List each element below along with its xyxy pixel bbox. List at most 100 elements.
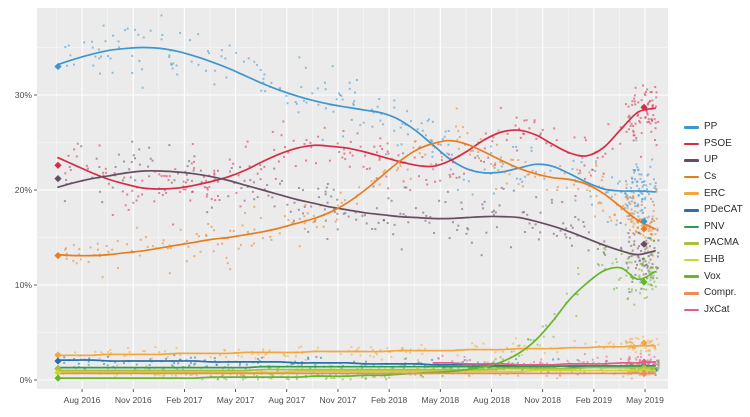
poll-point: [263, 188, 266, 191]
poll-point: [407, 133, 409, 136]
poll-point: [639, 232, 642, 235]
poll-point: [400, 248, 403, 251]
poll-point: [500, 160, 503, 163]
poll-point: [375, 207, 378, 210]
poll-point: [632, 225, 635, 228]
poll-point: [114, 166, 117, 168]
poll-point: [158, 374, 161, 377]
poll-point: [305, 159, 308, 162]
poll-point: [107, 250, 110, 253]
poll-point: [625, 342, 628, 344]
poll-point: [639, 349, 642, 352]
poll-point: [653, 220, 656, 222]
poll-point: [637, 215, 640, 218]
poll-point: [100, 55, 102, 58]
poll-point: [243, 199, 246, 202]
poll-point: [483, 147, 486, 150]
poll-point: [448, 153, 450, 156]
poll-point: [599, 368, 602, 371]
poll-point: [186, 240, 188, 243]
poll-point: [68, 165, 71, 168]
poll-point: [74, 351, 77, 354]
poll-point: [171, 364, 173, 367]
poll-point: [371, 125, 374, 128]
poll-point: [333, 211, 336, 213]
poll-point: [483, 160, 485, 163]
poll-point: [647, 370, 650, 373]
poll-point: [628, 120, 631, 123]
poll-point: [405, 351, 408, 354]
poll-point: [163, 189, 166, 192]
poll-point: [382, 171, 385, 174]
poll-point: [557, 358, 560, 361]
poll-point: [521, 211, 524, 214]
poll-point: [250, 244, 253, 247]
poll-point: [634, 351, 637, 354]
poll-point: [633, 97, 636, 100]
poll-point: [300, 345, 303, 348]
poll-point: [486, 361, 489, 364]
poll-point: [184, 170, 187, 173]
x-axis-label: Nov 2016: [115, 395, 152, 405]
poll-point: [543, 352, 546, 355]
poll-point: [630, 288, 633, 291]
poll-point: [385, 378, 388, 381]
poll-point: [570, 371, 573, 374]
poll-point: [264, 90, 267, 93]
poll-point: [303, 205, 306, 208]
poll-point: [518, 127, 521, 130]
poll-point: [653, 355, 656, 358]
poll-point: [227, 195, 230, 198]
poll-point: [138, 148, 141, 151]
poll-point: [437, 357, 440, 360]
poll-point: [656, 369, 659, 372]
poll-point: [545, 142, 548, 145]
poll-point: [638, 274, 641, 277]
poll-point: [644, 198, 647, 201]
legend-item-pdecat: PDeCAT: [684, 202, 748, 219]
poll-point: [197, 33, 200, 36]
poll-point: [626, 198, 629, 201]
poll-point: [142, 350, 145, 352]
poll-point: [512, 145, 515, 148]
poll-point: [589, 189, 591, 192]
poll-point: [576, 293, 579, 296]
poll-point: [158, 173, 161, 176]
poll-point: [402, 213, 405, 216]
poll-point: [377, 221, 380, 224]
poll-point: [596, 156, 599, 159]
poll-point: [150, 357, 153, 360]
poll-point: [441, 367, 444, 370]
poll-point: [605, 360, 608, 362]
poll-point: [655, 337, 658, 340]
poll-point: [424, 134, 427, 137]
poll-point: [399, 165, 402, 168]
series-cs-line: [57, 139, 656, 257]
poll-point: [393, 106, 396, 109]
poll-point: [419, 374, 422, 377]
poll-point: [535, 170, 537, 173]
poll-point: [468, 153, 471, 156]
poll-point: [134, 179, 137, 182]
poll-point: [512, 189, 515, 192]
poll-point: [253, 198, 256, 201]
poll-point: [628, 201, 631, 204]
election-marker-up-2019: [640, 240, 648, 248]
legend-key-pnv-line: [684, 225, 699, 229]
poll-point: [626, 207, 629, 210]
poll-point: [340, 366, 343, 369]
legend-item-vox: Vox: [684, 268, 748, 285]
poll-point: [516, 361, 519, 364]
poll-point: [78, 253, 81, 256]
poll-point: [339, 94, 341, 96]
poll-point: [657, 120, 660, 123]
poll-point: [517, 159, 520, 161]
poll-point: [205, 195, 208, 198]
poll-point: [203, 359, 206, 362]
poll-point: [477, 141, 480, 144]
poll-point: [174, 374, 177, 377]
poll-point: [241, 224, 244, 227]
poll-point: [386, 142, 389, 145]
poll-point: [565, 292, 568, 295]
